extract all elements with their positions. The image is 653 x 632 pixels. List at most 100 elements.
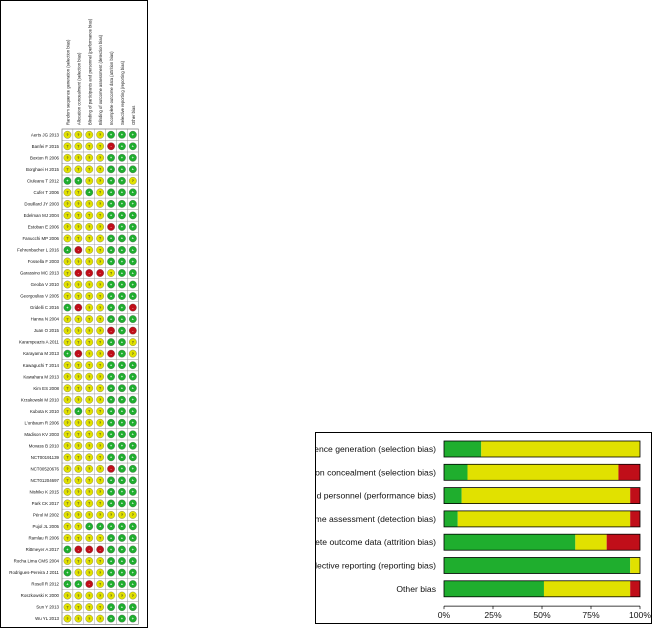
rating-dot <box>85 534 94 542</box>
study-label: Ramlau R 2006 <box>28 536 59 541</box>
rating-dot <box>63 200 72 208</box>
rating-dot <box>96 395 105 404</box>
rating-dot <box>85 223 94 231</box>
rating-symbol: + <box>77 582 79 586</box>
rating-dot <box>63 511 72 519</box>
rating-symbol: - <box>89 582 91 586</box>
rating-symbol: ? <box>88 375 90 379</box>
study-label: Borghaei H 2015 <box>26 167 60 172</box>
rating-symbol: ? <box>88 317 90 321</box>
rating-symbol: ? <box>77 490 79 494</box>
rating-symbol: + <box>121 456 123 460</box>
rating-symbol: ? <box>77 456 79 460</box>
bar-outline <box>443 440 641 458</box>
rating-symbol: ? <box>66 191 68 195</box>
rating-dot <box>129 142 137 151</box>
rating-symbol: + <box>121 363 123 367</box>
rating-dot <box>107 418 115 427</box>
rating-symbol: + <box>110 525 112 529</box>
rating-symbol: ? <box>99 582 101 586</box>
rating-symbol: + <box>110 490 112 494</box>
rating-symbol: ? <box>66 237 68 241</box>
rating-dot <box>129 522 137 531</box>
rating-dot <box>85 614 94 623</box>
rating-dot <box>85 142 94 151</box>
rating-symbol: ? <box>66 214 68 218</box>
rating-symbol: + <box>66 571 68 575</box>
rating-dot <box>63 407 72 416</box>
rating-symbol: - <box>78 352 80 356</box>
bar-segment <box>630 580 640 597</box>
rating-symbol: ? <box>66 133 68 137</box>
study-label: Roszkowski K 2000 <box>21 593 60 598</box>
rating-dot <box>96 176 105 185</box>
rating-dot <box>118 430 126 439</box>
rating-symbol: + <box>132 479 134 483</box>
rating-symbol: + <box>132 283 134 287</box>
rating-dot <box>74 211 83 220</box>
domain-header: Blinding of participants and personnel (… <box>87 18 92 125</box>
study-label: Rosell R 2012 <box>31 582 59 587</box>
rating-dot <box>96 361 105 370</box>
rating-dot <box>85 361 94 370</box>
rating-dot <box>129 188 137 197</box>
rating-symbol: - <box>110 352 112 356</box>
rating-symbol: ? <box>99 467 101 471</box>
rating-dot <box>96 545 105 554</box>
rating-symbol: + <box>121 617 123 621</box>
rating-symbol: + <box>121 133 123 137</box>
rating-dot <box>63 188 72 197</box>
domain-header: Other bias <box>131 106 136 125</box>
rating-dot <box>118 349 126 358</box>
rating-symbol: ? <box>88 133 90 137</box>
rating-symbol: ? <box>66 387 68 391</box>
study-label: NCT00520676 <box>30 466 59 471</box>
rating-dot <box>118 384 126 393</box>
rating-dot <box>96 603 105 611</box>
rating-symbol: + <box>121 168 123 172</box>
rating-symbol: + <box>110 548 112 552</box>
rating-symbol: + <box>132 467 134 471</box>
rating-dot <box>96 476 105 485</box>
rating-dot <box>63 522 72 531</box>
study-label: Krzakowski M 2010 <box>21 397 60 402</box>
rating-dot <box>96 372 105 381</box>
rating-symbol: ? <box>66 490 68 494</box>
rating-symbol: + <box>110 410 112 414</box>
bar-segment <box>444 534 576 551</box>
rating-dot <box>63 430 72 439</box>
rating-symbol: - <box>89 271 91 275</box>
rating-symbol: ? <box>99 260 101 264</box>
rating-dot <box>74 200 83 208</box>
rating-symbol: ? <box>77 237 79 241</box>
rating-symbol: + <box>121 237 123 241</box>
rating-symbol: + <box>121 271 123 275</box>
rating-symbol: ? <box>99 410 101 414</box>
rating-dot <box>107 176 115 185</box>
rating-dot <box>129 395 137 404</box>
rating-symbol: ? <box>99 617 101 621</box>
bar-segment <box>618 464 640 481</box>
rating-dot <box>74 246 83 254</box>
rating-dot <box>74 280 83 289</box>
study-label: Pérol M 2002 <box>33 513 60 518</box>
rating-dot <box>96 223 105 231</box>
rating-dot <box>63 395 72 404</box>
rating-dot <box>63 223 72 231</box>
rating-dot <box>107 568 115 577</box>
rating-symbol: + <box>132 536 134 540</box>
rating-symbol: + <box>110 387 112 391</box>
rating-symbol: - <box>132 306 134 310</box>
rating-dot <box>118 580 126 588</box>
rating-dot <box>85 200 94 208</box>
rating-dot <box>85 234 94 243</box>
rating-dot <box>63 176 72 185</box>
rating-symbol: ? <box>77 387 79 391</box>
rating-dot <box>129 234 137 243</box>
rating-symbol: + <box>110 617 112 621</box>
rating-symbol: + <box>66 548 68 552</box>
rating-symbol: ? <box>88 617 90 621</box>
rating-symbol: ? <box>77 502 79 506</box>
rating-symbol: ? <box>132 352 134 356</box>
rating-dot <box>96 557 105 565</box>
